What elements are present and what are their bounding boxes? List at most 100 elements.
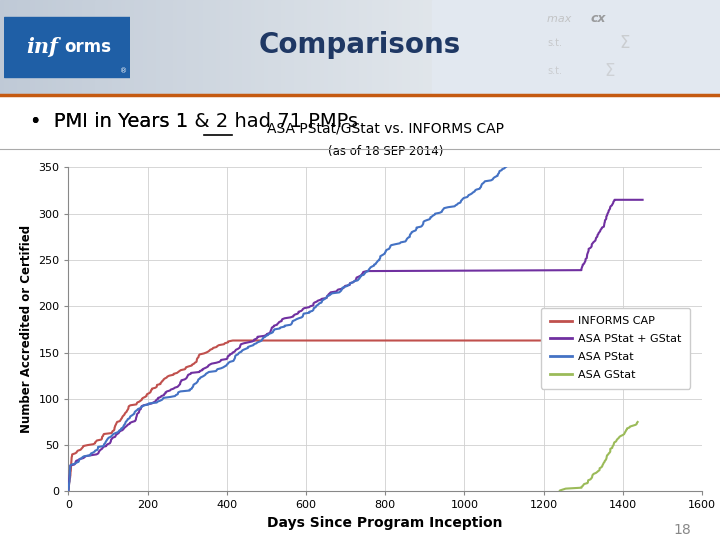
ASA GStat [598, 463, 606, 470]
ASA PStat + GStat [64, 487, 73, 493]
Bar [190, 0, 195, 94]
INFORMS CAP [66, 469, 75, 475]
Text: ASA PStat/GStat vs. INFORMS CAP: ASA PStat/GStat vs. INFORMS CAP [266, 121, 504, 135]
Text: max: max [547, 14, 575, 24]
Bar [419, 0, 424, 94]
Text: (as of 18 SEP 2014): (as of 18 SEP 2014) [328, 145, 443, 158]
Bar [229, 0, 234, 94]
Bar [238, 0, 243, 94]
ASA PStat + GStat [592, 235, 600, 242]
Bar [9, 0, 14, 94]
Bar [315, 0, 320, 94]
Bar [39, 0, 44, 94]
Bar [203, 0, 208, 94]
Bar [380, 0, 385, 94]
Bar [199, 0, 204, 94]
Line: ASA PStat + GStat: ASA PStat + GStat [68, 200, 643, 491]
Bar [337, 0, 342, 94]
Line: INFORMS CAP: INFORMS CAP [68, 341, 643, 491]
Bar [255, 0, 260, 94]
Line: ASA GStat: ASA GStat [559, 422, 638, 491]
Bar [350, 0, 355, 94]
Text: s.t.: s.t. [547, 37, 562, 48]
Bar [251, 0, 256, 94]
Bar [60, 0, 66, 94]
Bar [117, 0, 122, 94]
Bar [311, 0, 316, 94]
Bar [268, 0, 273, 94]
INFORMS CAP [120, 410, 129, 417]
ASA PStat [453, 201, 462, 208]
Bar [125, 0, 130, 94]
Y-axis label: Number Accredited or Certified: Number Accredited or Certified [19, 225, 32, 434]
Bar [225, 0, 230, 94]
Bar [298, 0, 303, 94]
Text: cx: cx [590, 12, 606, 25]
Bar [194, 0, 199, 94]
Bar [0, 0, 5, 94]
Bar [186, 0, 191, 94]
Bar [259, 0, 264, 94]
Bar [423, 0, 428, 94]
ASA GStat [608, 444, 617, 450]
ASA GStat [606, 446, 615, 452]
Bar [324, 0, 329, 94]
ASA GStat [634, 418, 642, 425]
Text: Σ: Σ [605, 62, 616, 80]
Bar [134, 0, 139, 94]
Bar [367, 0, 372, 94]
Bar [121, 0, 126, 94]
Bar [359, 0, 364, 94]
ASA GStat [634, 418, 642, 425]
Bar [376, 0, 381, 94]
Bar [246, 0, 251, 94]
INFORMS CAP [165, 373, 174, 379]
Text: Σ: Σ [619, 33, 630, 51]
Bar [354, 0, 359, 94]
Bar [233, 0, 238, 94]
Bar [320, 0, 325, 94]
INFORMS CAP [639, 338, 647, 344]
Text: inf: inf [27, 37, 58, 57]
Bar [164, 0, 169, 94]
Bar [289, 0, 294, 94]
Bar [276, 0, 282, 94]
Bar [99, 0, 104, 94]
Bar [130, 0, 135, 94]
Bar [285, 0, 290, 94]
Bar [242, 0, 247, 94]
INFORMS CAP [64, 488, 73, 495]
ASA PStat [212, 368, 220, 374]
ASA PStat [64, 488, 73, 495]
Legend: INFORMS CAP, ASA PStat + GStat, ASA PStat, ASA GStat: INFORMS CAP, ASA PStat + GStat, ASA PSta… [541, 308, 690, 389]
Bar [73, 0, 78, 94]
Bar [415, 0, 420, 94]
Bar [147, 0, 152, 94]
Bar [272, 0, 277, 94]
Text: •  PMI in Years 1: • PMI in Years 1 [30, 112, 194, 131]
X-axis label: Days Since Program Inception: Days Since Program Inception [267, 516, 503, 530]
ASA PStat + GStat [610, 197, 618, 203]
Bar [216, 0, 221, 94]
ASA GStat [610, 439, 618, 446]
ASA PStat [426, 214, 435, 221]
Bar [181, 0, 186, 94]
Bar [393, 0, 398, 94]
Bar [302, 0, 307, 94]
ASA GStat [603, 454, 611, 461]
Bar [346, 0, 351, 94]
Bar [91, 0, 96, 94]
Bar [173, 0, 178, 94]
Bar [86, 0, 91, 94]
Bar [281, 0, 286, 94]
Bar [4, 0, 9, 94]
Bar [156, 0, 161, 94]
ASA PStat [562, 100, 570, 107]
Bar [13, 0, 18, 94]
Bar [112, 0, 117, 94]
Bar [35, 0, 40, 94]
Bar [160, 0, 165, 94]
Text: 18: 18 [673, 523, 691, 537]
Text: ®: ® [120, 69, 127, 75]
Bar [138, 0, 143, 94]
